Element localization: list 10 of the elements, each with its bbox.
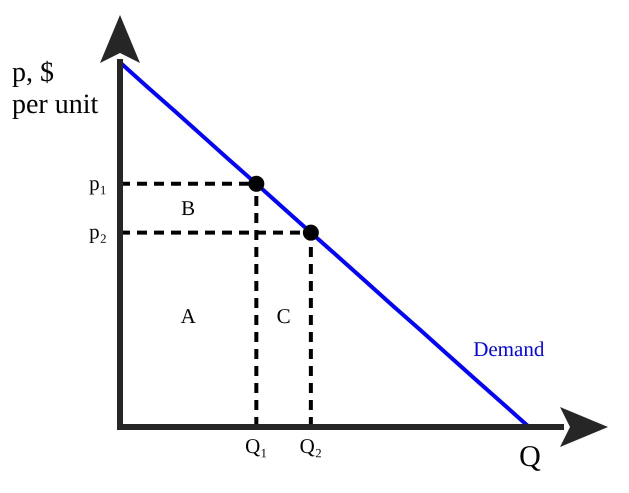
- annotation: B: [181, 196, 196, 220]
- y-axis-title: p, $ per unit: [12, 57, 99, 120]
- annotation: A: [180, 304, 197, 328]
- series-label: Demand: [473, 337, 545, 362]
- ref-line-label: p₁: [89, 170, 107, 195]
- x-tick-label: Q₂: [300, 434, 322, 458]
- ref-line-label: p₂: [89, 220, 107, 244]
- x-axis-title: Q: [519, 440, 542, 473]
- x-tick-label: Q₁: [245, 434, 268, 458]
- annotation: C: [276, 304, 291, 328]
